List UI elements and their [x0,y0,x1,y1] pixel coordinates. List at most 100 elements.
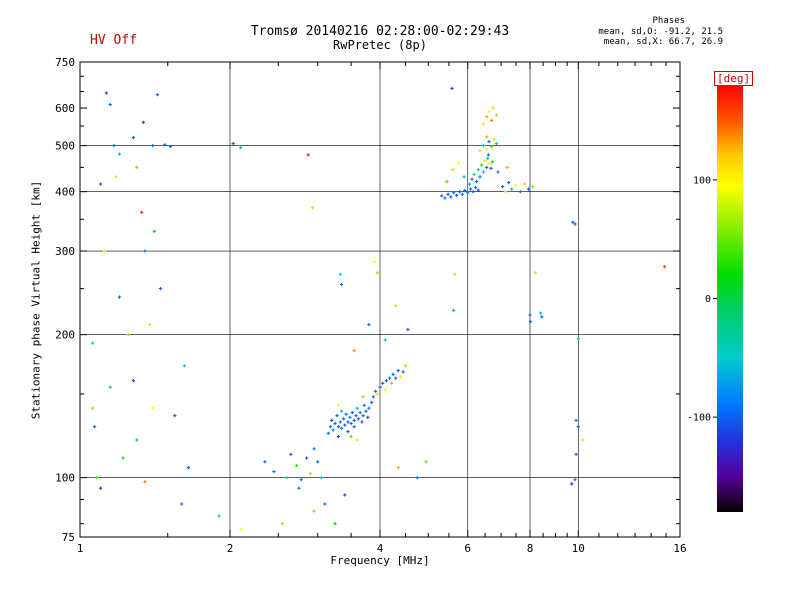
scatter-point [478,175,482,179]
scatter-point [486,156,490,160]
scatter-point [383,338,387,342]
plot-subtitle: RwPretec (8p) [333,38,427,52]
scatter-point [487,140,491,144]
x-tick-label: 4 [377,542,384,555]
scatter-point [366,415,370,419]
scatter-point [375,392,379,396]
scatter-point [504,190,508,194]
y-tick-label: 100 [55,472,75,485]
scatter-point [126,333,130,337]
x-tick-label: 6 [464,542,471,555]
scatter-point [387,376,392,380]
scatter-point [217,514,221,518]
scatter-point [481,122,485,126]
scatter-point [518,190,522,194]
scatter-point [93,425,97,429]
scatter-point [455,193,459,197]
scatter-point [151,144,155,148]
scatter-point [663,265,667,269]
scatter-point [338,272,342,276]
scatter-point [394,304,398,308]
scatter-point [470,177,474,181]
scatter-point [99,182,103,186]
scatter-point [289,452,293,456]
scatter-point [312,447,316,451]
scatter-point [383,388,387,392]
scatter-point [446,192,450,196]
scatter-point [486,153,490,157]
scatter-point [331,428,335,432]
scatter-point [574,452,578,456]
scatter-point [463,189,467,193]
phases-label: Phases [652,16,685,26]
x-tick-label: 2 [227,542,234,555]
scatter-point [323,502,327,506]
scatter-point [143,480,147,484]
scatter-point [272,470,276,474]
scatter-point [140,210,144,214]
scatter-point [531,185,535,189]
scatter-point [576,425,580,429]
scatter-point [533,271,537,275]
scatter-point [481,144,485,148]
scatter-point [424,460,428,464]
scatter-point [473,186,478,190]
scatter-point [354,414,358,418]
scatter-point [396,466,400,470]
scatter-point [540,315,544,319]
scatter-point [490,160,494,164]
scatter-point [342,417,346,421]
scatter-point [299,478,303,482]
scatter-point [403,364,408,368]
scatter-point [573,222,577,226]
scatter-point [367,323,371,327]
scatter-point [316,460,320,464]
colorbar-tick-label: 0 [705,294,711,305]
scatter-point [99,486,103,490]
y-tick-label: 200 [55,329,75,342]
scatter-point [306,153,310,157]
scatter-point [576,337,580,341]
scatter-point [487,109,491,114]
scatter-point [143,249,147,253]
scatter-point [352,418,356,422]
x-tick-label: 1 [77,542,84,555]
scatter-point [336,435,340,439]
scatter-point [372,260,377,264]
scatter-point [491,106,495,110]
scatter-point [581,438,585,442]
x-tick-label: 16 [673,542,686,555]
scatter-point [467,182,472,186]
scatter-point [151,406,155,410]
scatter-point [452,308,456,312]
scatter-point [494,142,498,146]
scatter-point [490,118,494,122]
scatter-point [340,426,344,430]
scatter-point [501,185,505,189]
scatter-point [182,364,186,368]
hv-status-label: HV Off [90,33,137,48]
scatter-point [108,385,112,389]
scatter-point [328,425,332,429]
scatter-point [186,466,190,470]
scatter-point [480,163,484,167]
scatter-point [355,438,359,442]
scatter-point [471,190,475,194]
scatter-point [573,478,577,482]
scatter-point [485,135,489,139]
scatter-point [152,229,156,233]
scatter-point [507,181,511,185]
scatter-point [340,282,344,287]
scatter-point [527,187,531,191]
scatter-point [469,187,473,191]
scatter-point [263,460,267,464]
scatter-point [399,375,403,379]
phases-mean-o: mean, sd,O: -91.2, 21.5 [598,26,723,37]
scatter-point [336,425,340,429]
scatter-point [326,431,330,435]
scatter-point [450,86,454,90]
scatter-point [539,311,543,315]
scatter-point [456,161,461,165]
scatter-point [496,170,500,174]
